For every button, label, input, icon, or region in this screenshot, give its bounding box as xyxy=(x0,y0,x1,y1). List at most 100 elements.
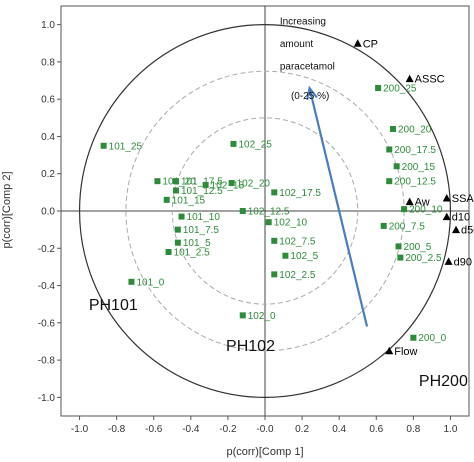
loading-point xyxy=(405,197,414,206)
score-point xyxy=(271,237,278,244)
y-tick-label: -0.8 xyxy=(38,356,56,367)
y-tick-label: 0.8 xyxy=(41,57,55,68)
score-point-label: 200_20 xyxy=(398,125,432,136)
score-point-label: 101_10 xyxy=(187,212,221,223)
score-point xyxy=(386,178,393,185)
annotation-text: paracetamol xyxy=(280,61,335,72)
score-point xyxy=(395,243,402,250)
loading-point xyxy=(444,257,453,265)
group-label: PH102 xyxy=(226,338,275,355)
y-tick-label: -0.2 xyxy=(38,244,56,255)
score-point-label: 101_15 xyxy=(172,195,206,206)
score-point xyxy=(397,254,404,261)
score-point-label: 101_25 xyxy=(109,141,143,152)
score-point xyxy=(239,312,246,319)
score-point-label: 102_0 xyxy=(248,311,276,322)
score-point xyxy=(163,196,170,203)
group-label: PH200 xyxy=(419,373,468,390)
y-tick-label: 0.4 xyxy=(41,132,55,143)
score-point xyxy=(154,178,161,185)
reference-circle xyxy=(171,117,359,305)
score-point-label: 101_5 xyxy=(183,238,211,249)
score-point-label: 101_20 xyxy=(162,177,196,188)
loading-point xyxy=(405,74,414,83)
score-point xyxy=(282,252,289,259)
score-point xyxy=(389,126,396,132)
x-tick-label: 0.6 xyxy=(369,424,383,435)
loading-point-label: Flow xyxy=(394,346,417,358)
x-tick-label: 0.4 xyxy=(332,424,346,435)
loading-point-label: ASSC xyxy=(415,74,445,86)
trend-arrow xyxy=(306,85,369,327)
y-tick-label: 1.0 xyxy=(41,20,55,31)
score-point xyxy=(393,163,400,170)
score-point-label: 101_12.5 xyxy=(181,186,223,197)
loading-point xyxy=(442,193,451,202)
x-axis-title: p(corr)[Comp 1] xyxy=(226,446,303,458)
trend-arrow-shaft xyxy=(308,87,369,327)
x-tick-label: -0.2 xyxy=(219,424,237,435)
trend-arrow-head xyxy=(306,85,318,101)
loading-point-label: d90 xyxy=(454,256,472,268)
group-label: PH101 xyxy=(89,297,138,314)
score-point xyxy=(401,206,408,213)
score-point-label: 200_17.5 xyxy=(394,145,436,156)
score-point-label: 200_7.5 xyxy=(389,221,426,232)
score-point-label: 101_2.5 xyxy=(174,248,211,259)
loading-point xyxy=(452,225,461,234)
loading-point xyxy=(442,212,451,221)
score-point-label: 200_12.5 xyxy=(394,177,436,188)
x-tick-label: 0.8 xyxy=(406,424,420,435)
score-point xyxy=(100,142,107,149)
y-tick-label: 0.6 xyxy=(41,95,55,106)
score-point xyxy=(230,140,237,147)
annotations: p(corr)[Comp 1] p(corr)[Comp 2] Increasi… xyxy=(1,17,468,458)
score-point-label: 101_0 xyxy=(136,277,164,288)
data-points xyxy=(100,39,461,355)
score-point xyxy=(265,219,272,226)
score-point xyxy=(375,85,382,91)
score-point xyxy=(172,187,179,194)
y-tick-label: 0.0 xyxy=(41,207,55,218)
y-tick-label: 0.2 xyxy=(41,169,55,180)
loading-point-label: Aw xyxy=(415,197,430,209)
score-point-label: 101_17.5 xyxy=(181,177,223,188)
axes: -1.0 -0.8 -0.6 -0.4 -0.2 -0.0 0.2 0.4 0.6 0.8 1.0 1… xyxy=(38,5,470,435)
score-point-label: 102_20 xyxy=(237,179,271,190)
x-tick-label: -0.0 xyxy=(256,424,274,435)
y-tick-label: -1.0 xyxy=(38,393,56,404)
score-point-label: 200_15 xyxy=(402,162,436,173)
y-axis-title: p(corr)[Comp 2] xyxy=(1,171,13,248)
x-tick-label: -0.4 xyxy=(182,424,200,435)
annotation-text: amount xyxy=(280,39,314,50)
loading-point-label: SSA xyxy=(452,193,474,205)
score-point xyxy=(239,208,246,214)
x-tick-label: -0.8 xyxy=(108,424,126,435)
score-point-label: 102_12.5 xyxy=(248,207,290,218)
x-tick-label: 1.0 xyxy=(444,424,458,435)
score-point xyxy=(165,249,172,255)
loading-point xyxy=(353,39,362,47)
score-point xyxy=(271,189,278,196)
score-point xyxy=(172,178,179,185)
score-point-label: 102_2.5 xyxy=(279,270,316,281)
score-point xyxy=(174,239,181,246)
score-point xyxy=(228,180,235,187)
loading-point-label: d50 xyxy=(461,225,474,237)
score-point-label: 200_0 xyxy=(418,333,446,344)
annotation-text: Increasing xyxy=(280,17,326,28)
loading-point-label: CP xyxy=(363,38,378,50)
score-point xyxy=(174,226,181,233)
x-tick-label: -1.0 xyxy=(71,424,89,435)
score-point xyxy=(202,181,209,188)
score-point xyxy=(178,213,185,220)
score-point xyxy=(271,271,278,278)
score-point-label: 102_15 xyxy=(211,180,245,191)
score-point-label: 101_7.5 xyxy=(183,225,220,236)
x-tick-label: 0.2 xyxy=(295,424,309,435)
score-point-label: 102_10 xyxy=(274,218,308,229)
x-tick-label: -0.6 xyxy=(145,424,163,435)
annotation-text: (0-25 %) xyxy=(291,91,329,102)
reference-circle xyxy=(78,24,452,398)
score-point-label: 200_5 xyxy=(404,242,432,253)
